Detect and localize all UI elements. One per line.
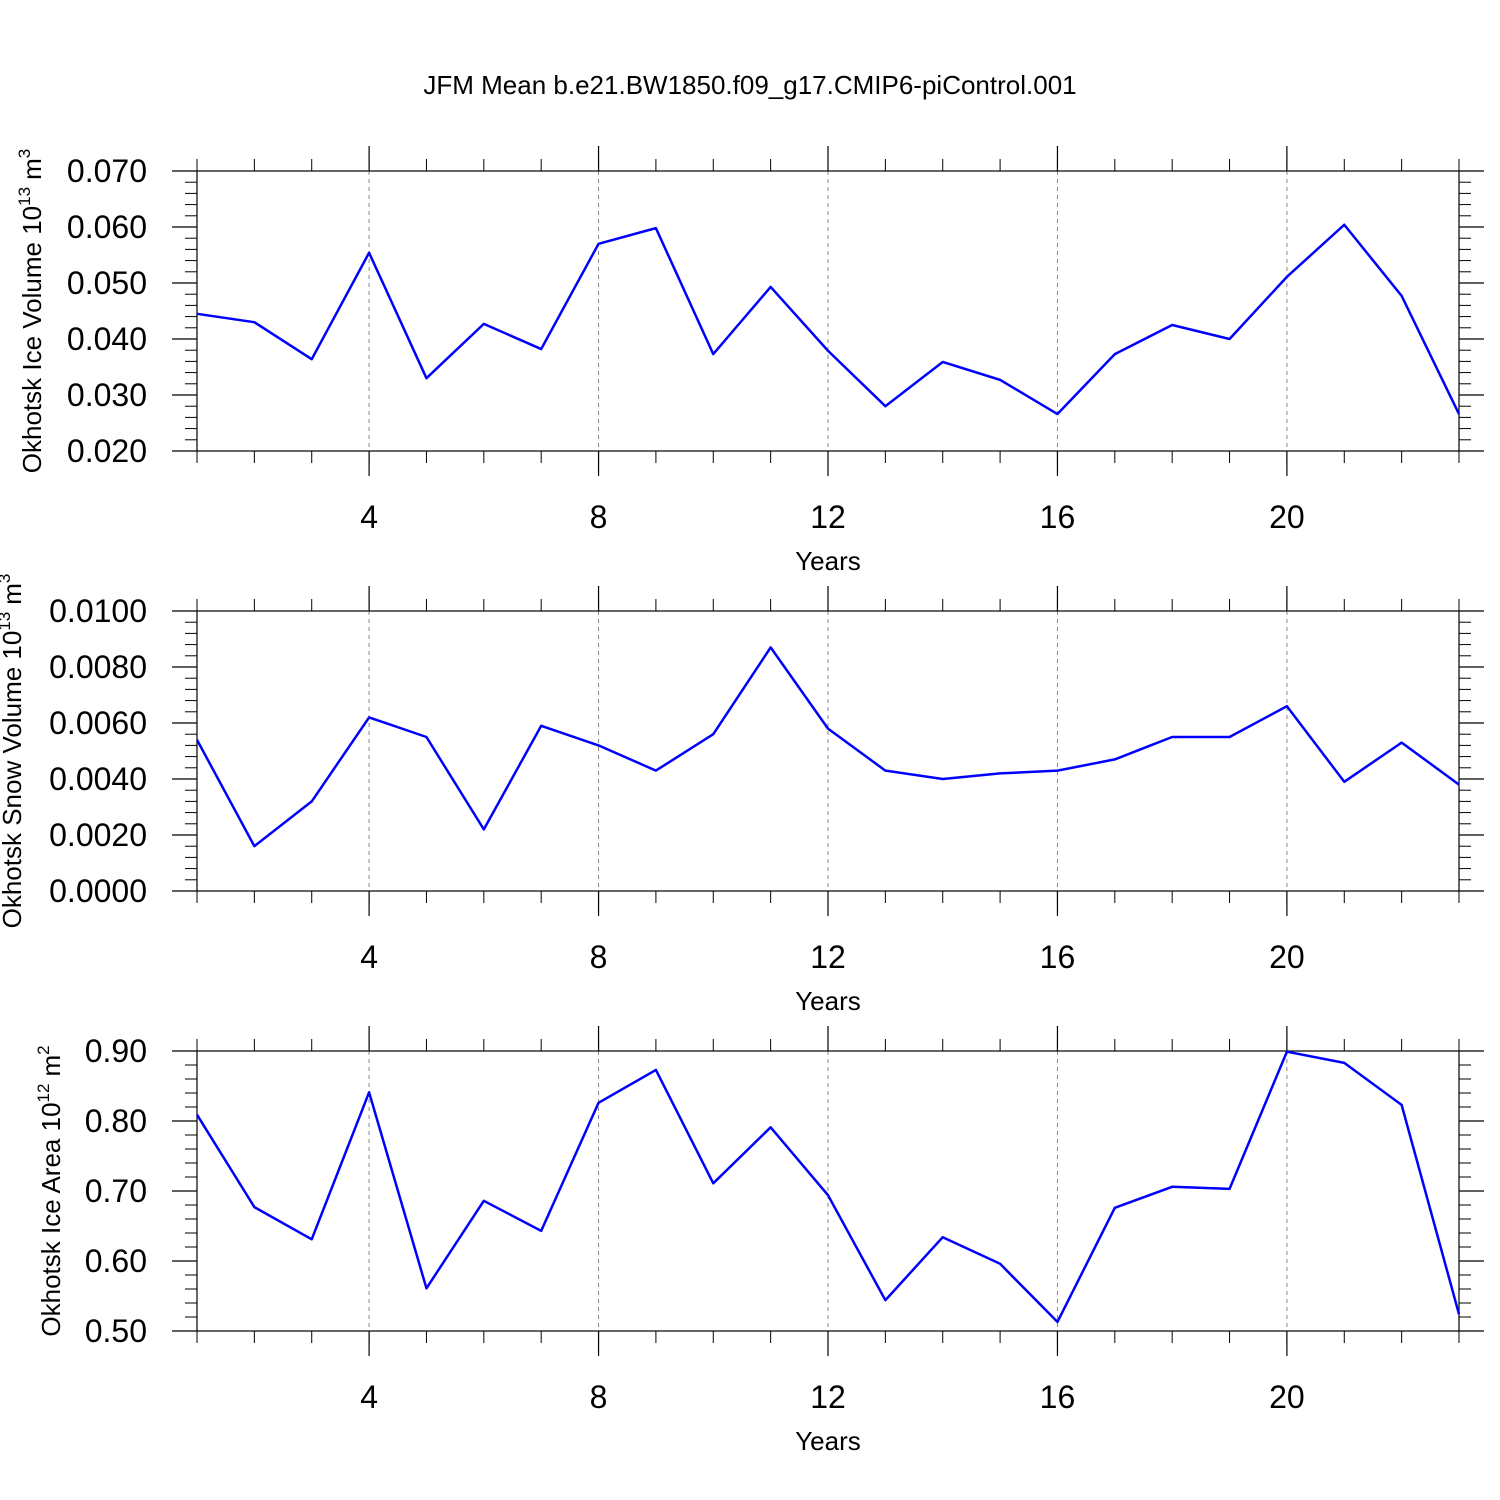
plot-frame [196,170,1460,452]
x-tick-label: 8 [590,1379,608,1415]
x-tick-label: 4 [360,1379,378,1415]
y-tick-label: 0.0040 [49,761,147,797]
x-tick-label: 16 [1040,499,1076,535]
y-tick-label: 0.50 [85,1313,147,1349]
y-tick-label: 0.020 [67,433,147,469]
y-tick-label: 0.60 [85,1243,147,1279]
y-tick-label: 0.070 [67,153,147,189]
x-axis-title: Years [795,546,861,576]
y-axis-title-part: m [0,583,27,605]
x-axis-title: Years [795,986,861,1016]
x-axis-title: Years [795,1426,861,1456]
panel: 4 8 12 16 20 0.0000 0.0020 0.0040 0.0060 0.0080 0.… [0,574,1484,1016]
y-axis-title-part: 2 [34,1045,53,1054]
y-tick-label: 0.70 [85,1173,147,1209]
figure-title: JFM Mean b.e21.BW1850.f09_g17.CMIP6-piCo… [423,70,1076,100]
y-tick-label: 0.0060 [49,705,147,741]
y-tick-label: 0.030 [67,377,147,413]
x-tick-label: 20 [1269,939,1305,975]
panel: 4 8 12 16 20 0.020 0.030 0.040 0.050 0.060 0.070 Ye… [15,146,1484,576]
y-tick-label: 0.0100 [49,593,147,629]
y-tick-label: 0.0080 [49,649,147,685]
x-tick-label: 20 [1269,1379,1305,1415]
plot-frame [196,610,1460,892]
y-tick-label: 0.0000 [49,873,147,909]
x-tick-label: 12 [810,1379,846,1415]
y-tick-label: 0.80 [85,1103,147,1139]
y-axis-title-part: m [36,1055,66,1077]
x-tick-label: 8 [590,499,608,535]
y-axis-title-part: Okhotsk Snow Volume 10 [0,631,27,929]
x-tick-label: 16 [1040,939,1076,975]
y-tick-label: 0.040 [67,321,147,357]
y-axis-title-part: 13 [15,187,34,206]
y-axis-title-part: 3 [15,149,34,158]
y-tick-label: 0.050 [67,265,147,301]
y-axis-title-part: Okhotsk Ice Volume 10 [17,206,47,473]
y-tick-label: 0.0020 [49,817,147,853]
x-tick-label: 16 [1040,1379,1076,1415]
x-tick-label: 12 [810,939,846,975]
x-tick-label: 4 [360,939,378,975]
y-axis-title-part: 13 [0,612,14,631]
data-line [195,646,1460,848]
y-tick-label: 0.90 [85,1033,147,1069]
x-tick-label: 8 [590,939,608,975]
plot-frame [196,1050,1460,1332]
x-tick-label: 20 [1269,499,1305,535]
y-axis-title-part: 12 [34,1084,53,1103]
y-axis-title: Okhotsk Ice Volume 1013 m3 [15,149,47,473]
y-axis-title-part: m [17,158,47,180]
y-tick-label: 0.060 [67,209,147,245]
data-line [196,223,1461,416]
panel: 4 8 12 16 20 0.50 0.60 0.70 0.80 0.90 Years Okhotsk… [34,1026,1484,1456]
x-tick-label: 4 [360,499,378,535]
y-axis-title-part: Okhotsk Ice Area 10 [36,1102,66,1336]
y-axis-title: Okhotsk Snow Volume 1013 m3 [0,574,27,929]
y-axis-title: Okhotsk Ice Area 1012 m2 [34,1045,66,1336]
data-line [195,1050,1461,1324]
y-axis-title-part: 3 [0,574,14,583]
x-tick-label: 12 [810,499,846,535]
